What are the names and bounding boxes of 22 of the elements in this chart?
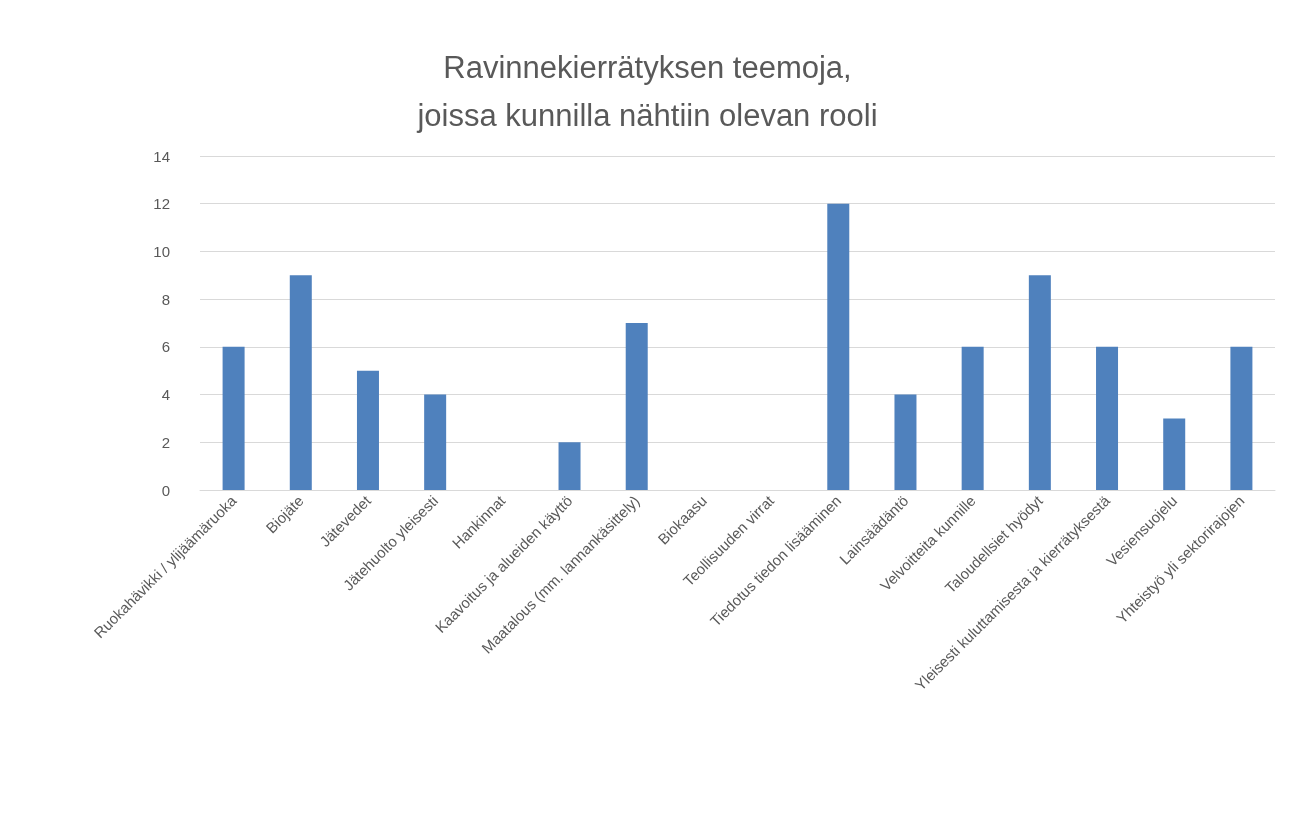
bar [625, 323, 648, 490]
bar [1163, 418, 1186, 490]
y-tick-label: 14 [153, 147, 170, 165]
y-tick-label: 0 [161, 481, 170, 499]
y-tick-label: 6 [161, 338, 170, 356]
bar [1028, 275, 1051, 490]
bar [961, 346, 984, 490]
bar [424, 394, 447, 490]
bar [894, 394, 917, 490]
bar [1230, 346, 1253, 490]
y-tick-label: 4 [161, 386, 170, 404]
bar [356, 370, 379, 490]
bar [1096, 346, 1119, 490]
y-tick-label: 10 [153, 242, 170, 260]
y-tick-label: 8 [161, 290, 170, 308]
y-tick-label: 2 [161, 433, 170, 451]
bar [222, 346, 245, 490]
chart-title: Ravinnekierrätyksen teemoja, joissa kunnilla nähtiin olevan rooli [416, 49, 878, 133]
bar [289, 275, 312, 490]
y-tick-label: 12 [153, 195, 170, 213]
bar [827, 203, 850, 490]
bar [558, 442, 581, 490]
